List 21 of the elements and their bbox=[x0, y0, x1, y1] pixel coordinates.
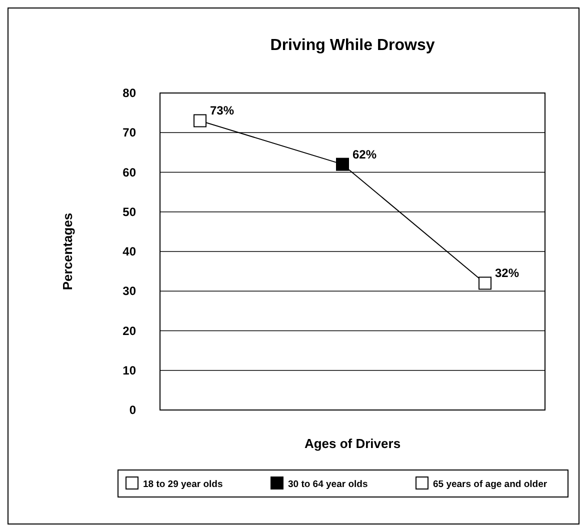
y-tick-label: 70 bbox=[122, 126, 136, 140]
legend-label: 30 to 64 year olds bbox=[288, 479, 368, 490]
data-label: 32% bbox=[495, 266, 520, 280]
legend-label: 18 to 29 year olds bbox=[143, 479, 223, 490]
y-tick-label: 20 bbox=[122, 324, 136, 338]
x-axis-title: Ages of Drivers bbox=[304, 436, 401, 451]
point bbox=[194, 114, 206, 128]
point bbox=[336, 158, 349, 171]
data-label: 73% bbox=[210, 104, 234, 118]
legend-label: 65 years of age and older bbox=[433, 479, 548, 490]
y-axis-title: Percentages bbox=[60, 212, 75, 290]
y-tick-label: 0 bbox=[129, 403, 136, 417]
y-tick-label: 30 bbox=[122, 284, 136, 298]
y-tick-label: 40 bbox=[122, 244, 136, 258]
y-tick-label: 60 bbox=[122, 165, 136, 180]
point bbox=[478, 276, 492, 290]
data-label: 62% bbox=[352, 147, 377, 162]
y-tick-label: 50 bbox=[122, 204, 136, 219]
chart-title: Driving While Drowsy bbox=[270, 37, 435, 54]
y-tick-label: 10 bbox=[122, 363, 136, 378]
y-tick-label: 80 bbox=[122, 86, 136, 100]
